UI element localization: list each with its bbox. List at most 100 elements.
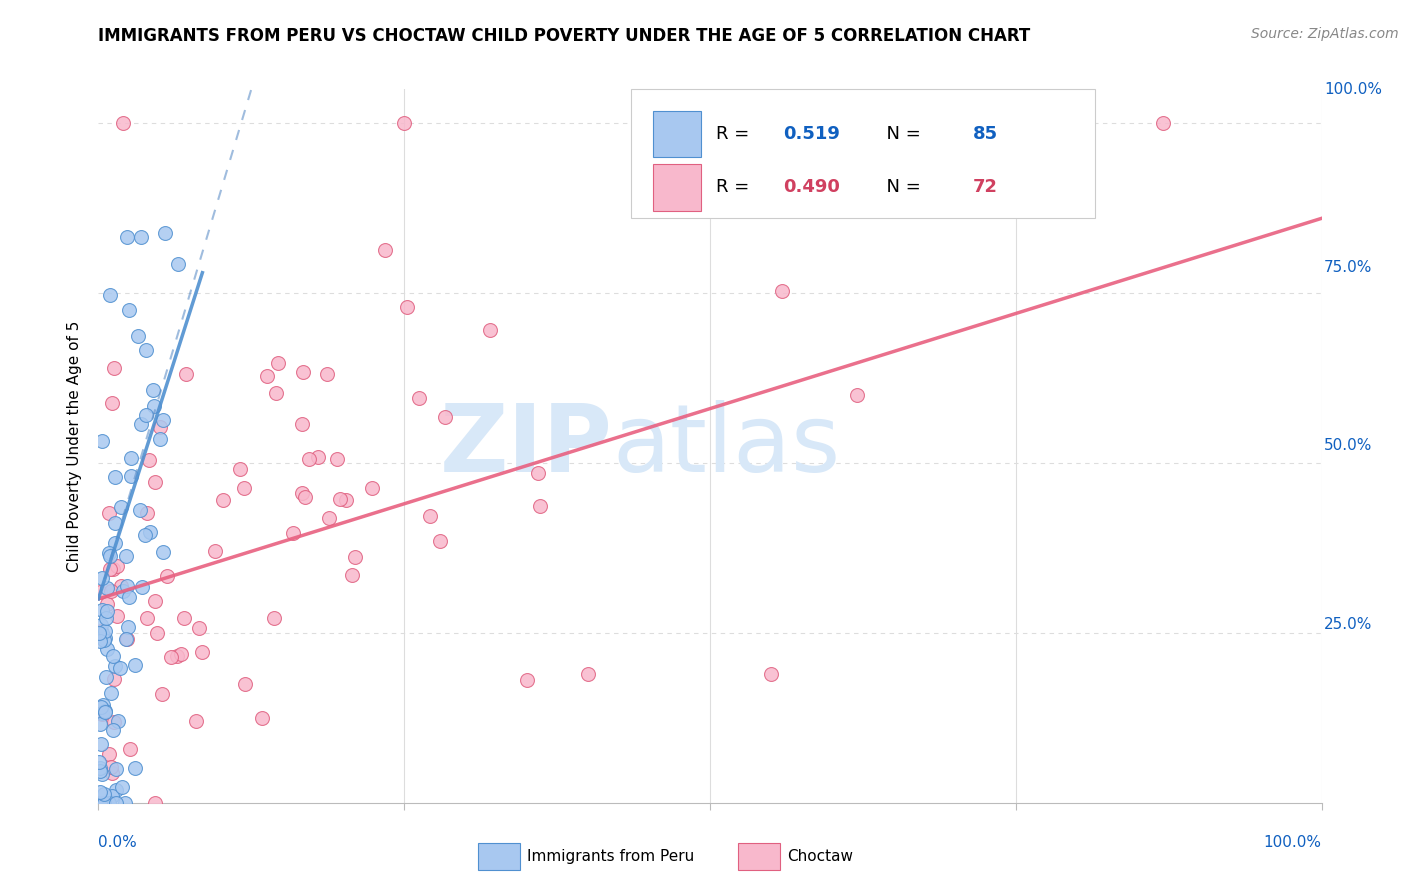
Bar (652, 164, 702, 211)
Point (283, 525, 305, 540)
Point (124, 657, 146, 672)
Point (150, 687, 173, 701)
Bar (652, 111, 702, 157)
Point (93, 631, 115, 645)
Point (174, 368, 197, 382)
Point (127, 328, 149, 343)
Point (89, 796, 111, 810)
Point (104, 516, 127, 530)
Point (90, 618, 112, 632)
Point (392, 116, 416, 130)
Point (104, 469, 127, 483)
Point (131, 580, 153, 594)
Point (94, 796, 117, 810)
Point (186, 714, 208, 729)
Point (361, 481, 384, 495)
Text: 72: 72 (973, 178, 998, 196)
Point (90, 766, 112, 780)
Point (115, 579, 138, 593)
Point (173, 611, 195, 625)
Point (340, 567, 363, 582)
Point (159, 650, 181, 665)
Point (89, 761, 111, 775)
Point (166, 649, 188, 664)
Point (267, 356, 290, 370)
Point (252, 711, 274, 725)
Point (93, 633, 115, 648)
Point (142, 383, 165, 397)
Point (104, 535, 127, 549)
Point (149, 419, 172, 434)
Point (94, 624, 117, 638)
Y-axis label: Child Poverty Under the Age of 5: Child Poverty Under the Age of 5 (67, 320, 83, 572)
Point (190, 645, 212, 659)
Point (110, 579, 132, 593)
Point (114, 632, 136, 646)
Text: 50.0%: 50.0% (1324, 439, 1372, 453)
Point (135, 343, 157, 357)
Point (103, 361, 125, 376)
Point (90, 625, 112, 640)
Point (100, 686, 122, 700)
Point (100, 287, 122, 301)
Point (96, 582, 118, 596)
Point (111, 780, 134, 794)
Point (152, 413, 174, 427)
Point (770, 284, 793, 298)
Point (94, 611, 117, 625)
Point (111, 583, 134, 598)
Point (98, 561, 121, 575)
Point (94, 670, 117, 684)
Point (94, 704, 117, 718)
Point (114, 796, 136, 810)
Point (90, 434, 112, 448)
Point (107, 714, 129, 729)
Point (89, 634, 111, 648)
Point (264, 386, 287, 401)
Point (229, 462, 252, 476)
Point (96, 642, 118, 657)
Point (105, 559, 128, 574)
Point (146, 625, 169, 640)
Text: R =: R = (716, 125, 755, 143)
Point (98, 549, 121, 564)
Text: ZIP: ZIP (439, 400, 612, 492)
Point (761, 666, 783, 681)
Point (89, 585, 111, 599)
Point (167, 256, 190, 270)
Point (142, 400, 165, 414)
Text: 85: 85 (973, 125, 998, 143)
Point (96, 604, 118, 618)
Point (94, 705, 117, 719)
Point (124, 761, 146, 775)
Point (429, 534, 451, 549)
Point (98, 506, 121, 520)
Point (136, 611, 159, 625)
Point (105, 608, 128, 623)
Point (845, 388, 868, 402)
Point (149, 432, 172, 446)
Point (100, 760, 122, 774)
Point (118, 591, 141, 605)
Point (87, 626, 110, 640)
Point (143, 475, 166, 490)
Text: 0.490: 0.490 (783, 178, 841, 196)
Point (479, 323, 502, 337)
Point (187, 621, 209, 635)
Point (101, 723, 124, 738)
Point (100, 789, 122, 804)
Point (131, 417, 153, 431)
Point (103, 672, 125, 686)
Point (307, 450, 329, 464)
Point (115, 230, 138, 244)
Point (294, 490, 316, 504)
Text: N =: N = (875, 178, 927, 196)
Text: 25.0%: 25.0% (1324, 617, 1372, 632)
Point (138, 453, 160, 467)
Point (256, 368, 278, 383)
Point (395, 300, 418, 314)
Point (117, 620, 139, 634)
Point (129, 230, 152, 244)
Point (89, 764, 111, 779)
Point (105, 796, 128, 810)
